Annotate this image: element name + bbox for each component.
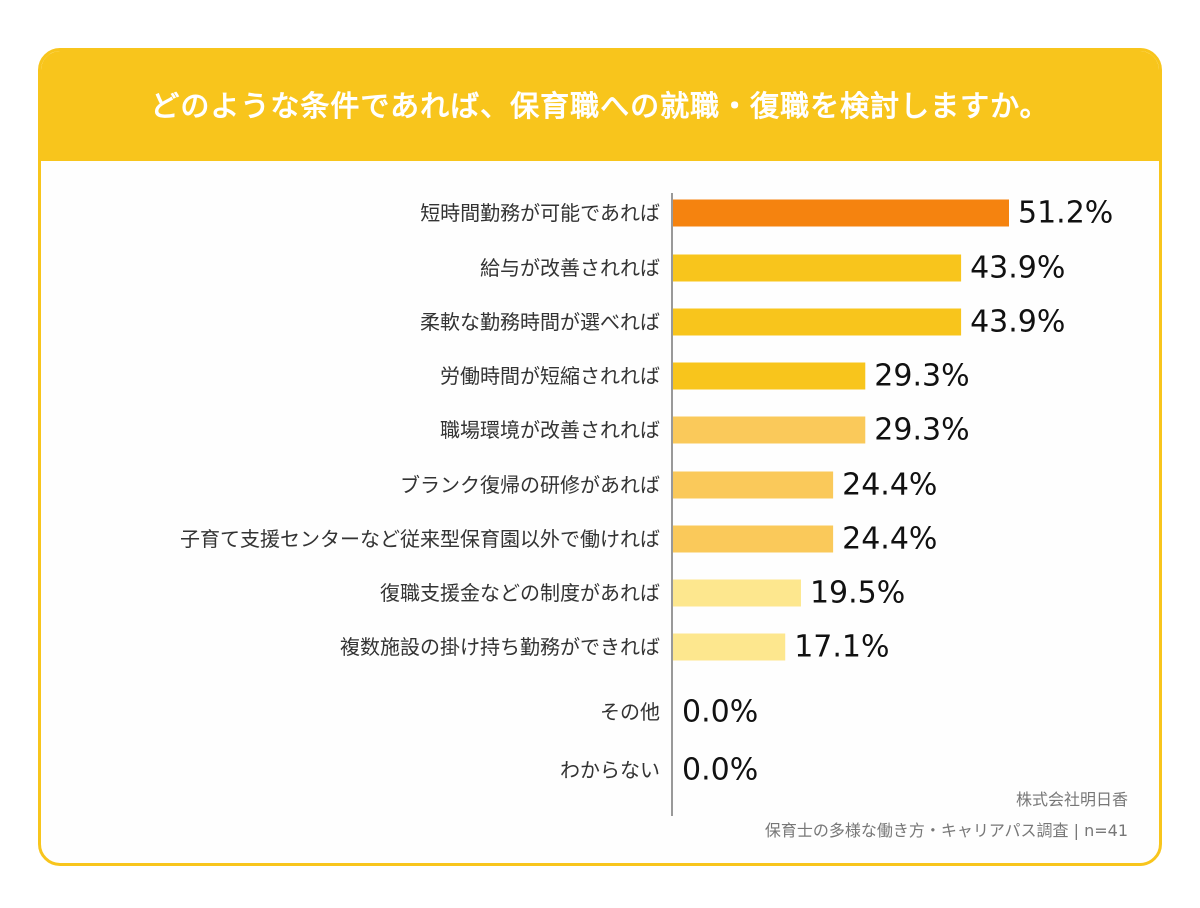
bar xyxy=(673,362,866,390)
category-label: ブランク復帰の研修があれば xyxy=(400,473,660,497)
category-label: 給与が改善されれば xyxy=(480,256,660,280)
value-label: 51.2% xyxy=(1018,196,1113,231)
value-label: 0.0% xyxy=(682,753,758,788)
category-label: わからない xyxy=(560,758,660,782)
value-label: 43.9% xyxy=(970,305,1065,340)
value-label: 29.3% xyxy=(874,359,969,394)
category-label: 複数施設の掛け持ち勤務ができれば xyxy=(340,635,660,659)
bar xyxy=(673,199,1009,227)
bar xyxy=(673,308,962,336)
survey-credit: 保育士の多様な働き方・キャリアパス調査 | n=41 xyxy=(764,821,1128,840)
category-label: その他 xyxy=(600,700,660,724)
company-credit: 株式会社明日香 xyxy=(1015,790,1128,809)
value-label: 19.5% xyxy=(810,576,905,611)
category-label: 労働時間が短縮されれば xyxy=(440,364,660,388)
chart-header xyxy=(41,51,1159,161)
value-label: 29.3% xyxy=(874,413,969,448)
chart-title: どのような条件であれば、保育職への就職・復職を検討しますか。 xyxy=(150,89,1050,123)
value-label: 24.4% xyxy=(842,468,937,503)
value-label: 17.1% xyxy=(794,630,889,665)
category-label: 職場環境が改善されれば xyxy=(440,418,660,442)
value-label: 24.4% xyxy=(842,522,937,557)
category-label: 復職支援金などの制度があれば xyxy=(380,581,660,605)
bar xyxy=(673,633,786,661)
bar xyxy=(673,416,866,444)
category-label: 子育て支援センターなど従来型保育園以外で働ければ xyxy=(180,527,660,551)
value-label: 43.9% xyxy=(970,251,1065,286)
chart-card: どのような条件であれば、保育職への就職・復職を検討しますか。 xyxy=(38,48,1162,866)
bar xyxy=(673,254,962,282)
bar xyxy=(673,471,834,499)
category-label: 柔軟な勤務時間が選べれば xyxy=(420,310,660,334)
bar xyxy=(673,525,834,553)
value-label: 0.0% xyxy=(682,695,758,730)
category-label: 短時間勤務が可能であれば xyxy=(420,201,660,225)
bar xyxy=(673,579,801,607)
